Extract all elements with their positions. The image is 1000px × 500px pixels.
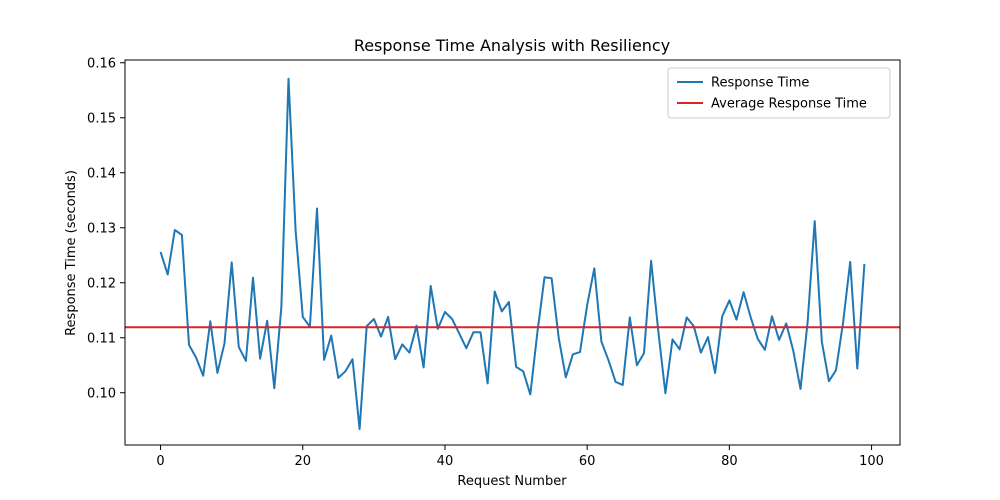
y-tick-label: 0.12	[87, 276, 116, 291]
legend-label: Response Time	[711, 76, 809, 91]
y-tick-label: 0.16	[87, 56, 116, 71]
legend-box	[667, 67, 891, 119]
x-tick-label: 100	[859, 454, 884, 469]
plot-area	[125, 77, 900, 431]
y-tick-label: 0.11	[87, 331, 116, 346]
x-tick-label: 0	[156, 454, 164, 469]
y-axis-label: Response Time (seconds)	[64, 170, 79, 336]
legend-label: Average Response Time	[711, 97, 867, 112]
chart-title: Response Time Analysis with Resiliency	[354, 36, 670, 55]
y-tick-label: 0.15	[87, 111, 116, 126]
y-tick-label: 0.14	[87, 166, 116, 181]
y-tick-label: 0.13	[87, 221, 116, 236]
x-tick-label: 40	[437, 454, 454, 469]
x-axis-label: Request Number	[457, 474, 567, 489]
response-time-line	[159, 77, 866, 431]
axes: 0 20 40 60 80 100 0.10 0.11 0.12 0.13 0.14 0.15 0.16	[87, 56, 901, 469]
y-tick-label: 0.10	[87, 386, 116, 401]
legend: Response Time Average Response Time	[667, 67, 891, 119]
x-tick-label: 60	[579, 454, 596, 469]
plot-frame	[124, 59, 901, 446]
x-tick-label: 80	[721, 454, 738, 469]
x-tick-label: 20	[294, 454, 311, 469]
